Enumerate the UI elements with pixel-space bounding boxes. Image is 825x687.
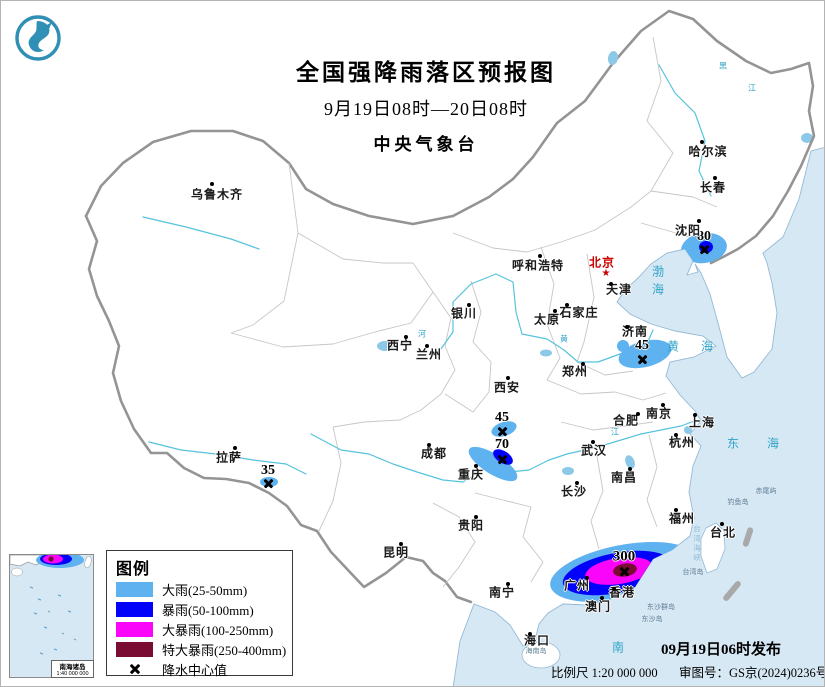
title-block: 全国强降雨落区预报图 9月19日08时—20日08时 中央气象台 [296,53,556,155]
rain-area-shandong [618,339,672,369]
map-scale: 比例尺 1:20 000 000 [551,666,658,680]
legend-swatch-extreme-rainstorm [116,641,153,657]
rain-area-shandong-bump [617,340,629,352]
inset-label-box: 南海诸岛 1:40 000 000 [51,660,94,678]
ryukyu-islands-2 [723,581,741,601]
legend-x-marker-icon [116,663,153,675]
legend-item-heavy-rainstorm: 大暴雨(100-250mm) [116,619,292,639]
rain-area-liaoning-core [699,241,713,253]
sea-area [452,147,824,686]
approval-number: 审图号：GS京(2024)0236号 [679,666,825,680]
south-china-sea-inset: 南海诸岛 1:40 000 000 [9,552,94,678]
inset-title: 南海诸岛 [59,664,86,671]
release-time: 09月19日06时发布 [661,642,782,658]
khanka-lake [801,133,813,143]
hainan-island [521,641,561,669]
rain-area-shaanxi [491,421,517,437]
taiwan-island [700,522,726,574]
rain-area-chongqing-core [493,449,513,465]
map-title: 全国强降雨落区预报图 [296,60,556,85]
national-border-west-south [84,214,473,604]
x-glyph [129,663,141,675]
legend-label-rainstorm: 暴雨(50-100mm) [162,602,254,618]
rain-area-chongqing [468,446,518,482]
legend-item-precip-center: 降水中心值 [116,659,292,679]
legend-swatch-heavy-rain [116,581,153,597]
cma-logo [14,14,62,62]
legend-title: 图例 [116,561,151,578]
legend-item-extreme-rainstorm: 特大暴雨(250-400mm) [116,639,292,659]
legend-item-rainstorm: 暴雨(50-100mm) [116,599,292,619]
legend-label-extreme-rainstorm: 特大暴雨(250-400mm) [162,642,287,658]
legend-box: 图例 大雨(25-50mm) 暴雨(50-100mm) 大暴雨(100-250mm)… [106,550,293,679]
legend-rows: 大雨(25-50mm) 暴雨(50-100mm) 大暴雨(100-250mm) 特大暴… [116,579,292,679]
rain-area-tibet [260,477,278,487]
legend-label-heavy-rain: 大雨(25-50mm) [162,582,248,598]
legend-label-heavy-rainstorm: 大暴雨(100-250mm) [162,622,274,638]
lakes [377,51,692,475]
inset-scale: 1:40 000 000 [56,671,89,677]
map-agency: 中央气象台 [373,135,479,154]
legend-swatch-rainstorm [116,601,153,617]
legend-item-heavy-rain: 大雨(25-50mm) [116,579,292,599]
map-time-range: 9月19日08时—20日08时 [324,99,528,119]
ryukyu-islands [742,527,754,547]
legend-label-precip-center: 降水中心值 [162,662,228,678]
rivers [142,64,712,483]
rain-area-south-extreme [613,563,637,577]
legend-swatch-heavy-rainstorm [116,621,153,637]
